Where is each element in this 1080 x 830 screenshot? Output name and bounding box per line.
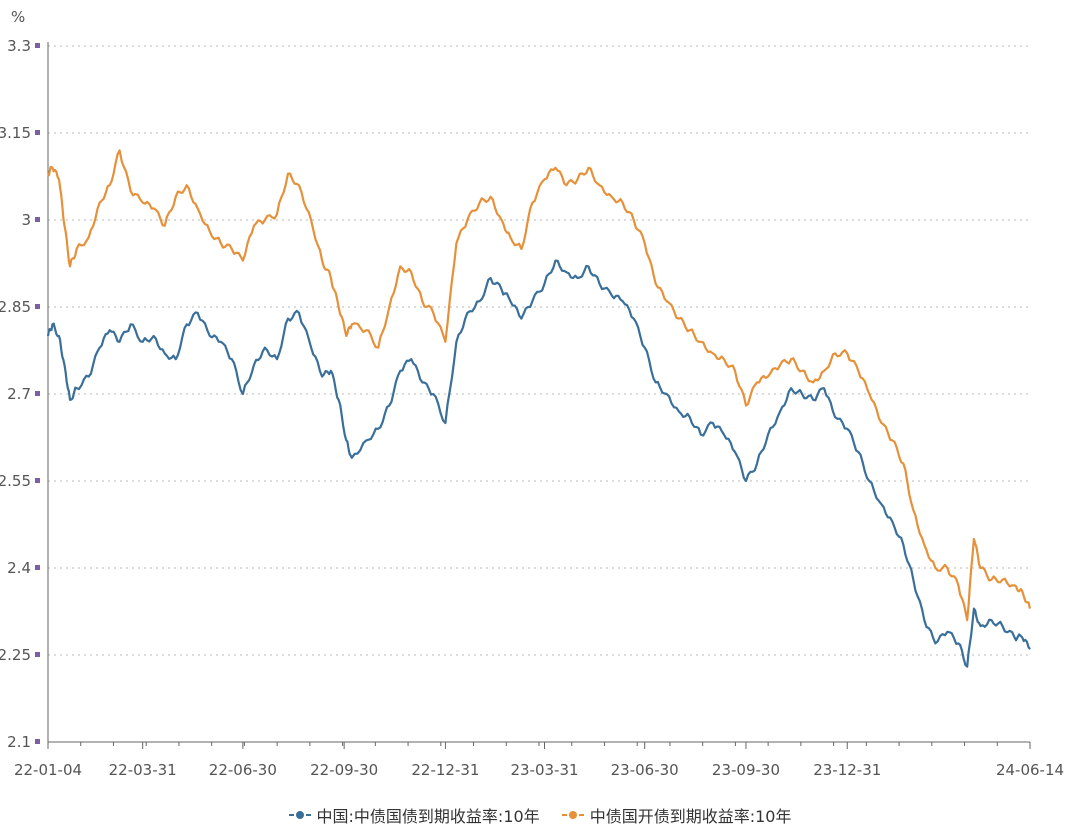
y-tick-label: 2.4 — [7, 559, 31, 577]
y-tick-label: 2.7 — [7, 385, 31, 403]
y-tick-label: 3.3 — [7, 37, 31, 55]
x-tick-label: 23-06-30 — [611, 761, 679, 779]
y-tick-label: 2.55 — [0, 472, 31, 490]
legend-item-series-1[interactable]: 中国:中债国债到期收益率:10年 — [288, 803, 540, 827]
legend-marker-series-2 — [561, 809, 584, 821]
y-axis-unit-label: % — [11, 8, 25, 26]
gridlines — [48, 45, 1030, 656]
y-tick-marker — [35, 391, 40, 396]
y-axis: 3.3 3.15 3 2.85 2.7 2.55 2.4 2.25 2.1 — [0, 37, 49, 751]
y-tick-marker — [35, 130, 40, 135]
x-tick-label: 23-09-30 — [712, 761, 780, 779]
y-tick-label: 3.15 — [0, 124, 31, 142]
x-tick-label: 24-06-14 — [996, 761, 1064, 779]
y-tick-label: 2.85 — [0, 298, 31, 316]
y-tick-marker — [35, 652, 40, 657]
x-tick-label: 22-06-30 — [209, 761, 277, 779]
legend-marker-series-1 — [288, 809, 311, 821]
series-line-1 — [46, 259, 1031, 668]
x-tick-label: 23-03-31 — [510, 761, 578, 779]
x-tick-label: 22-03-31 — [109, 761, 177, 779]
y-tick-label: 2.1 — [7, 733, 31, 751]
y-tick-label: 2.25 — [0, 646, 31, 664]
y-tick-marker — [35, 304, 40, 309]
y-tick-label: 3 — [21, 211, 31, 229]
legend-label-series-1: 中国:中债国债到期收益率:10年 — [316, 807, 540, 826]
y-tick-marker — [35, 43, 40, 48]
legend-label-series-2: 中债国开债到期收益率:10年 — [589, 807, 792, 826]
x-tick-label: 22-12-31 — [411, 761, 479, 779]
x-tick-label: 23-12-31 — [813, 761, 881, 779]
series-line-2 — [47, 149, 1032, 622]
legend: 中国:中债国债到期收益率:10年 中债国开债到期收益率:10年 — [0, 803, 1080, 827]
y-tick-marker — [35, 739, 40, 744]
x-axis: 22-01-04 22-03-31 22-06-30 22-09-30 22-12-31… — [14, 741, 1064, 779]
y-tick-marker — [35, 478, 40, 483]
y-tick-marker — [35, 565, 40, 570]
y-tick-marker — [35, 217, 40, 222]
x-tick-label: 22-09-30 — [310, 761, 378, 779]
legend-item-series-2[interactable]: 中债国开债到期收益率:10年 — [561, 803, 792, 827]
x-tick-label: 22-01-04 — [14, 761, 82, 779]
series-lines — [46, 149, 1032, 668]
